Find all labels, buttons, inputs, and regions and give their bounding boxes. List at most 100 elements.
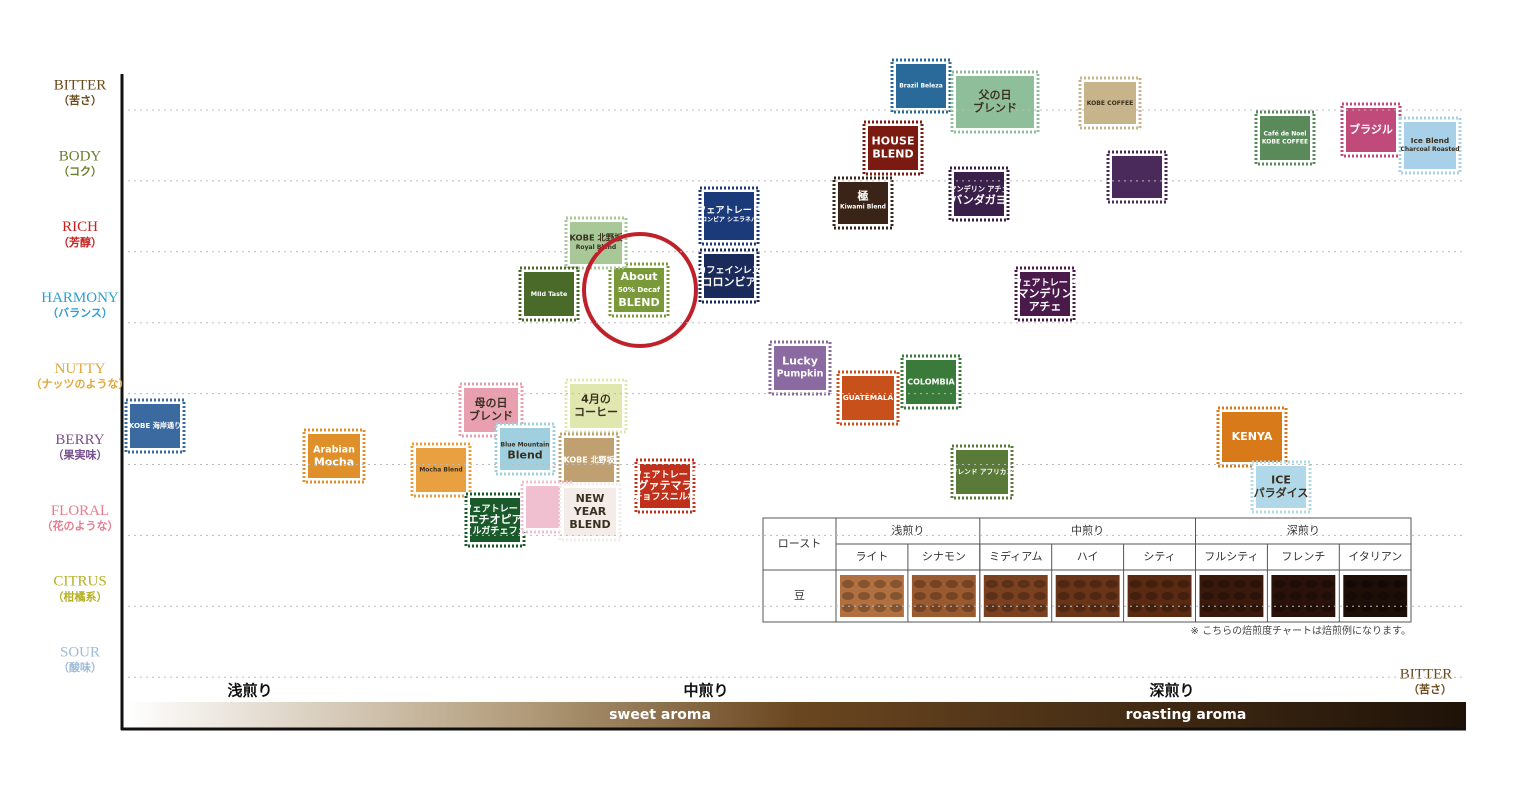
bean — [1161, 580, 1174, 588]
bean — [1377, 592, 1390, 600]
stamp-text: マンデリン — [1018, 286, 1073, 300]
bean — [1249, 580, 1262, 588]
stamp-text: KOBE 北野坂 — [569, 232, 623, 242]
roasting-aroma-label: roasting aroma — [1126, 707, 1247, 723]
bean — [858, 580, 870, 588]
bean — [842, 604, 854, 612]
stamp-face — [704, 254, 754, 298]
table-group: 深煎り — [1287, 523, 1320, 537]
bean — [1129, 592, 1142, 600]
stamp-face — [640, 464, 690, 508]
bean — [913, 592, 926, 600]
stamp: KOBE 北野坂 Royal Blend — [564, 216, 628, 270]
y-axis-sublabel: （芳醇） — [58, 235, 102, 249]
stamp-text: 4月の — [581, 393, 611, 406]
stamp-face — [842, 376, 894, 420]
bean-photo — [1271, 575, 1336, 617]
bean — [890, 592, 902, 600]
bean — [1345, 580, 1358, 588]
x-end-sub: （苦さ） — [1408, 682, 1452, 696]
stamp-face — [704, 192, 754, 240]
highlight-circle — [582, 232, 698, 348]
stamp-text: グァテマラ — [638, 478, 693, 492]
light-roast-label: 浅煎り — [227, 682, 272, 700]
bean-photo — [840, 575, 904, 617]
bean — [1273, 604, 1286, 612]
dark-roast-label: 深煎り — [1149, 682, 1194, 700]
stamp-face — [838, 182, 888, 224]
stamp-face — [564, 438, 614, 482]
y-axis-label: NUTTY — [55, 361, 106, 377]
stamp-text: Charcoal Roasted — [1400, 146, 1459, 153]
stamp-face — [570, 384, 622, 428]
stamp-face — [614, 268, 664, 312]
stamp: COLOMBIA — [900, 354, 962, 410]
bean — [1145, 592, 1158, 600]
table-roast: シナモン — [922, 550, 966, 563]
bean — [1233, 592, 1246, 600]
bean — [1073, 604, 1086, 612]
y-axis-sublabel: （酸味） — [58, 660, 102, 674]
bean — [1089, 604, 1102, 612]
stamp-text: ブラジル — [1349, 122, 1393, 136]
stamp-face — [1222, 412, 1282, 462]
roast-gradient — [128, 702, 1466, 728]
stamp: フレンド アフリカン — [950, 444, 1014, 500]
sweet-aroma-label: sweet aroma — [609, 707, 711, 723]
bean — [1361, 604, 1374, 612]
stamp-text: Pumpkin — [777, 368, 824, 379]
y-axis-sublabel: （花のような） — [42, 518, 119, 532]
stamp-face — [1346, 108, 1396, 152]
stamp-text: BLEND — [872, 148, 913, 161]
stamp-face — [868, 126, 918, 170]
bean — [1017, 604, 1030, 612]
y-axis-label: RICH — [62, 219, 98, 235]
bean — [1201, 580, 1214, 588]
bean — [1305, 604, 1318, 612]
stamp-text: Arabian — [313, 445, 355, 456]
bean — [1289, 580, 1302, 588]
stamp-face — [896, 64, 946, 108]
y-axis-sublabel: （バランス） — [47, 307, 113, 320]
bean — [1377, 604, 1390, 612]
bean — [929, 580, 942, 588]
bean — [985, 592, 998, 600]
stamp-face — [1404, 122, 1456, 169]
table-group: 浅煎り — [891, 523, 924, 537]
stamp-text: Mild Taste — [531, 290, 568, 298]
stamp-text: BLEND — [618, 296, 659, 309]
stamp: About 50% Decaf BLEND — [608, 262, 670, 318]
stamp-text: コーヒー — [574, 406, 618, 419]
stamp-face — [956, 76, 1034, 128]
table-roast: フレンチ — [1281, 550, 1325, 563]
bean — [1145, 580, 1158, 588]
bean — [929, 604, 942, 612]
bean — [874, 592, 886, 600]
stamp-text: Blue Mountain — [501, 442, 550, 449]
stamp-text: Lucky — [782, 355, 818, 368]
stamp-text: Brazil Beleza — [899, 83, 943, 90]
bean — [1001, 580, 1014, 588]
bean — [945, 604, 958, 612]
bean — [1305, 580, 1318, 588]
stamp: KENYA — [1216, 406, 1288, 468]
stamp-face — [1084, 82, 1136, 124]
bean — [1217, 604, 1230, 612]
bean — [1105, 592, 1118, 600]
table-roast: シティ — [1143, 550, 1175, 563]
stamp-text: 50% Decaf — [618, 285, 661, 294]
stamp-text: アチェ — [1029, 300, 1062, 313]
bean — [985, 604, 998, 612]
stamp-face — [1020, 272, 1070, 316]
bean — [1273, 592, 1286, 600]
bean — [1289, 592, 1302, 600]
stamp-text: コロンビア シエラネバダ — [695, 216, 763, 224]
bean — [985, 580, 998, 588]
stamp-text: コロンビア — [702, 275, 757, 289]
stamp-face — [906, 360, 956, 404]
stamp-text: GUATEMALA — [843, 393, 894, 402]
bean — [1033, 580, 1046, 588]
